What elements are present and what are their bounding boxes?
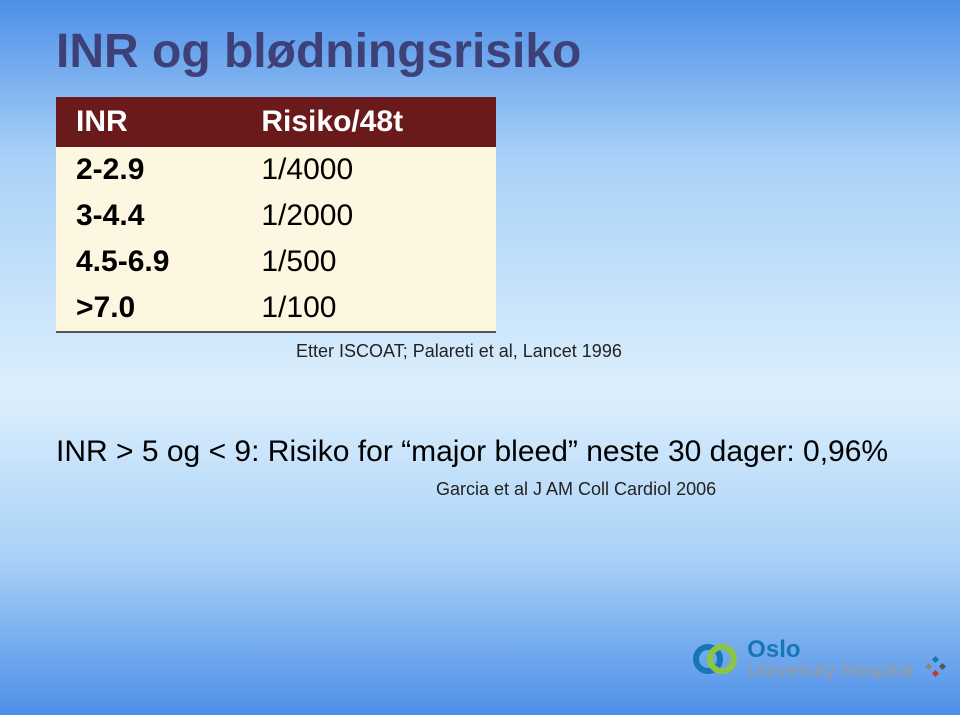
col-header-inr: INR	[56, 97, 241, 147]
slide: INR og blødningsrisiko INR Risiko/48t 2-…	[0, 0, 960, 715]
cell-risk: 1/2000	[241, 193, 496, 239]
table-row: 3-4.4 1/2000	[56, 193, 496, 239]
table-row: 2-2.9 1/4000	[56, 147, 496, 193]
cell-risk: 1/500	[241, 239, 496, 285]
cell-risk: 1/4000	[241, 147, 496, 193]
logo-line1: Oslo	[747, 638, 914, 662]
col-header-risk: Risiko/48t	[241, 97, 496, 147]
logo-line2: University Hospital	[747, 662, 914, 681]
table-citation: Etter ISCOAT; Palareti et al, Lancet 199…	[296, 341, 904, 362]
cell-inr: >7.0	[56, 285, 241, 332]
logo-text: Oslo University Hospital	[747, 638, 914, 681]
table-row: 4.5-6.9 1/500	[56, 239, 496, 285]
logo-mark-icon	[693, 637, 737, 681]
corner-dots-icon	[926, 657, 946, 677]
inr-risk-table: INR Risiko/48t 2-2.9 1/4000 3-4.4 1/2000…	[56, 97, 496, 333]
cell-inr: 4.5-6.9	[56, 239, 241, 285]
body-text: INR > 5 og < 9: Risiko for “major bleed”…	[56, 432, 904, 473]
hospital-logo: Oslo University Hospital	[693, 637, 914, 681]
slide-title: INR og blødningsrisiko	[56, 24, 904, 79]
cell-risk: 1/100	[241, 285, 496, 332]
table: INR Risiko/48t 2-2.9 1/4000 3-4.4 1/2000…	[56, 97, 496, 333]
body-citation: Garcia et al J AM Coll Cardiol 2006	[436, 479, 904, 500]
table-row: >7.0 1/100	[56, 285, 496, 332]
cell-inr: 3-4.4	[56, 193, 241, 239]
cell-inr: 2-2.9	[56, 147, 241, 193]
